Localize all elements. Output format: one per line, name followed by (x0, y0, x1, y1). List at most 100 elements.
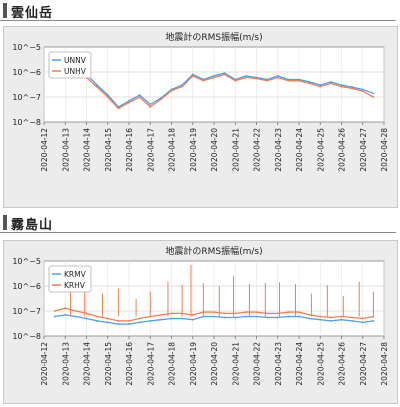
chart-title: 地震計のRMS振幅(m/s) (165, 245, 262, 257)
data-point (170, 89, 173, 92)
data-point (255, 315, 258, 318)
x-tick-label: 2020-04-23 (274, 342, 283, 386)
x-tick-label: 2020-04-26 (338, 128, 347, 172)
legend-label: KRMV (64, 270, 87, 279)
x-tick-label: 2020-04-23 (274, 128, 283, 172)
data-point (319, 315, 322, 318)
data-point (308, 82, 311, 85)
data-point (202, 311, 205, 314)
legend-label: KRHV (64, 281, 86, 290)
y-tick-label: 10^−7 (12, 93, 41, 102)
data-point (319, 318, 322, 321)
data-point (372, 96, 375, 98)
data-point (106, 94, 109, 96)
data-point (85, 312, 88, 315)
x-tick-label: 2020-04-22 (253, 128, 262, 172)
data-point (329, 316, 332, 319)
heading-marker (3, 215, 7, 230)
x-tick-label: 2020-04-12 (40, 128, 49, 172)
data-point (191, 74, 194, 77)
data-point (361, 321, 364, 324)
data-point (298, 311, 300, 314)
data-point (255, 77, 258, 80)
data-point (181, 312, 184, 315)
data-point (372, 92, 375, 95)
data-point (361, 317, 364, 320)
section-heading: 雲仙岳 (0, 2, 396, 21)
data-point (138, 317, 141, 320)
data-point (85, 317, 88, 320)
rms-chart-unzen: 地震計のRMS振幅(m/s)10^−510^−610^−710^−82020-0… (12, 31, 389, 172)
data-point (149, 106, 152, 108)
data-point (106, 321, 109, 324)
data-point (138, 321, 141, 324)
section-heading: 霧島山 (0, 214, 396, 233)
x-tick-label: 2020-04-15 (104, 128, 113, 172)
x-tick-label: 2020-04-17 (146, 128, 155, 172)
data-point (351, 87, 354, 90)
data-point (234, 316, 237, 319)
heading-marker (3, 3, 7, 18)
y-tick-label: 10^−8 (12, 332, 41, 341)
data-point (223, 72, 226, 75)
data-point (319, 84, 322, 86)
x-tick-label: 2020-04-20 (210, 342, 219, 386)
data-point (361, 90, 364, 93)
data-point (329, 82, 332, 85)
x-tick-label: 2020-04-13 (61, 128, 70, 172)
series-line (86, 72, 374, 108)
data-point (329, 81, 332, 83)
rms-chart-kirishima: 地震計のRMS振幅(m/s)10^−510^−610^−710^−82020-0… (12, 245, 389, 386)
data-point (191, 318, 194, 321)
data-point (266, 312, 269, 315)
data-point (170, 312, 173, 315)
x-tick-label: 2020-04-19 (189, 342, 198, 386)
data-point (106, 317, 109, 320)
x-tick-label: 2020-04-24 (295, 128, 304, 172)
data-point (234, 312, 237, 315)
data-point (149, 315, 152, 318)
data-point (96, 86, 99, 88)
data-point (276, 312, 279, 315)
data-point (298, 315, 300, 318)
data-point (128, 320, 130, 322)
data-point (53, 310, 56, 312)
y-tick-label: 10^−5 (12, 257, 41, 266)
data-point (298, 79, 300, 82)
data-point (276, 76, 279, 79)
data-point (308, 317, 311, 320)
data-point (340, 85, 343, 88)
x-tick-label: 2020-04-16 (125, 128, 134, 172)
data-point (74, 310, 77, 312)
data-point (351, 320, 354, 322)
data-point (159, 313, 162, 316)
data-point (255, 311, 258, 314)
data-point (351, 316, 354, 319)
data-point (159, 318, 162, 321)
x-tick-label: 2020-04-22 (253, 342, 262, 386)
x-tick-label: 2020-04-24 (295, 342, 304, 386)
data-point (213, 315, 215, 318)
data-point (138, 94, 141, 96)
data-point (351, 86, 354, 88)
data-point (117, 323, 120, 325)
x-tick-label: 2020-04-27 (359, 128, 368, 172)
data-point (340, 318, 343, 321)
data-point (340, 84, 343, 86)
data-point (96, 84, 99, 86)
x-tick-label: 2020-04-14 (83, 128, 92, 172)
x-tick-label: 2020-04-21 (231, 342, 240, 386)
x-tick-label: 2020-04-16 (125, 342, 134, 386)
data-point (308, 313, 311, 316)
y-tick-label: 10^−7 (12, 307, 41, 316)
data-point (64, 313, 67, 316)
x-tick-label: 2020-04-19 (189, 128, 198, 172)
section-title: 雲仙岳 (11, 6, 54, 21)
data-point (74, 315, 77, 318)
data-point (244, 74, 247, 77)
data-point (202, 79, 205, 82)
data-point (266, 79, 269, 82)
data-point (117, 320, 120, 322)
data-point (329, 320, 332, 322)
data-point (170, 317, 173, 320)
